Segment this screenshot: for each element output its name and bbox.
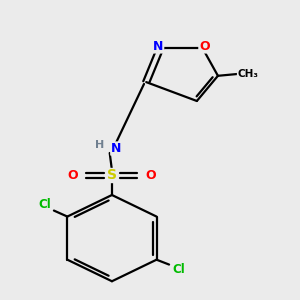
Text: Cl: Cl (172, 263, 185, 276)
Text: N: N (111, 142, 121, 155)
Text: H: H (95, 140, 104, 150)
Text: S: S (107, 169, 117, 182)
Text: Cl: Cl (39, 198, 51, 211)
Text: O: O (146, 169, 156, 182)
Text: N: N (153, 40, 164, 53)
Text: CH₃: CH₃ (237, 69, 258, 79)
Text: O: O (199, 40, 209, 53)
Text: O: O (68, 169, 78, 182)
